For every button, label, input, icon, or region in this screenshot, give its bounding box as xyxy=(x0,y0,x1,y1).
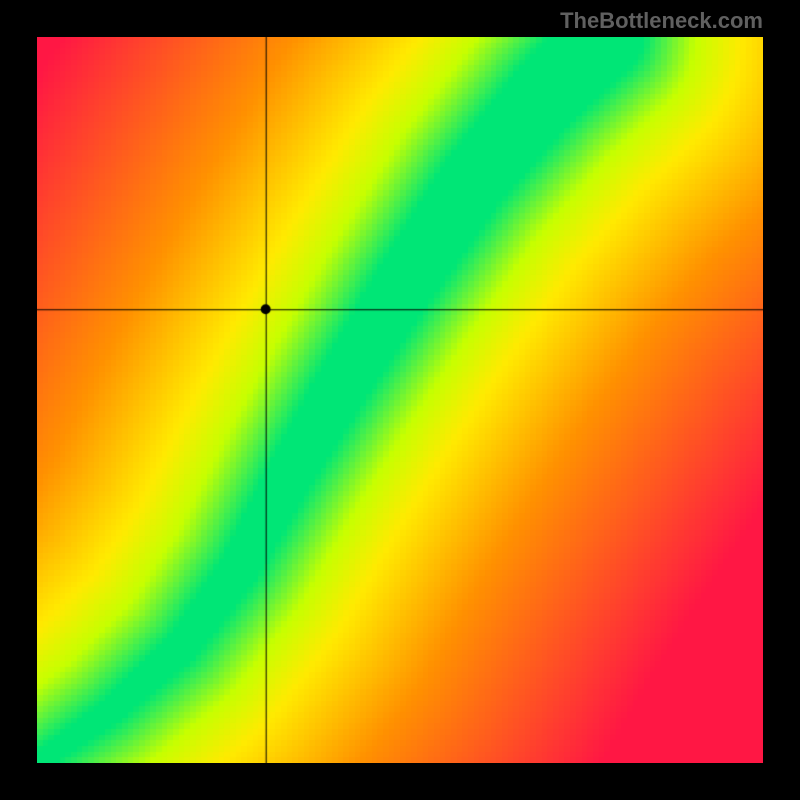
bottleneck-heatmap xyxy=(37,37,763,763)
chart-container xyxy=(37,37,763,763)
watermark-label: TheBottleneck.com xyxy=(560,8,763,34)
